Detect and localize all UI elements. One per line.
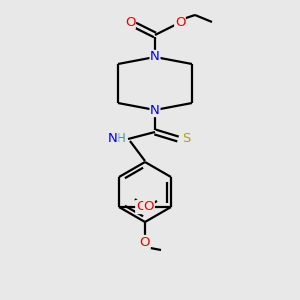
Text: O: O: [125, 16, 135, 28]
Text: O: O: [175, 16, 185, 28]
Text: N: N: [108, 133, 118, 146]
Text: O: O: [140, 236, 150, 248]
Text: H: H: [117, 133, 125, 146]
Text: O: O: [144, 200, 154, 214]
Text: S: S: [182, 133, 190, 146]
Text: N: N: [150, 103, 160, 116]
Text: N: N: [150, 50, 160, 64]
Text: O: O: [136, 200, 146, 214]
